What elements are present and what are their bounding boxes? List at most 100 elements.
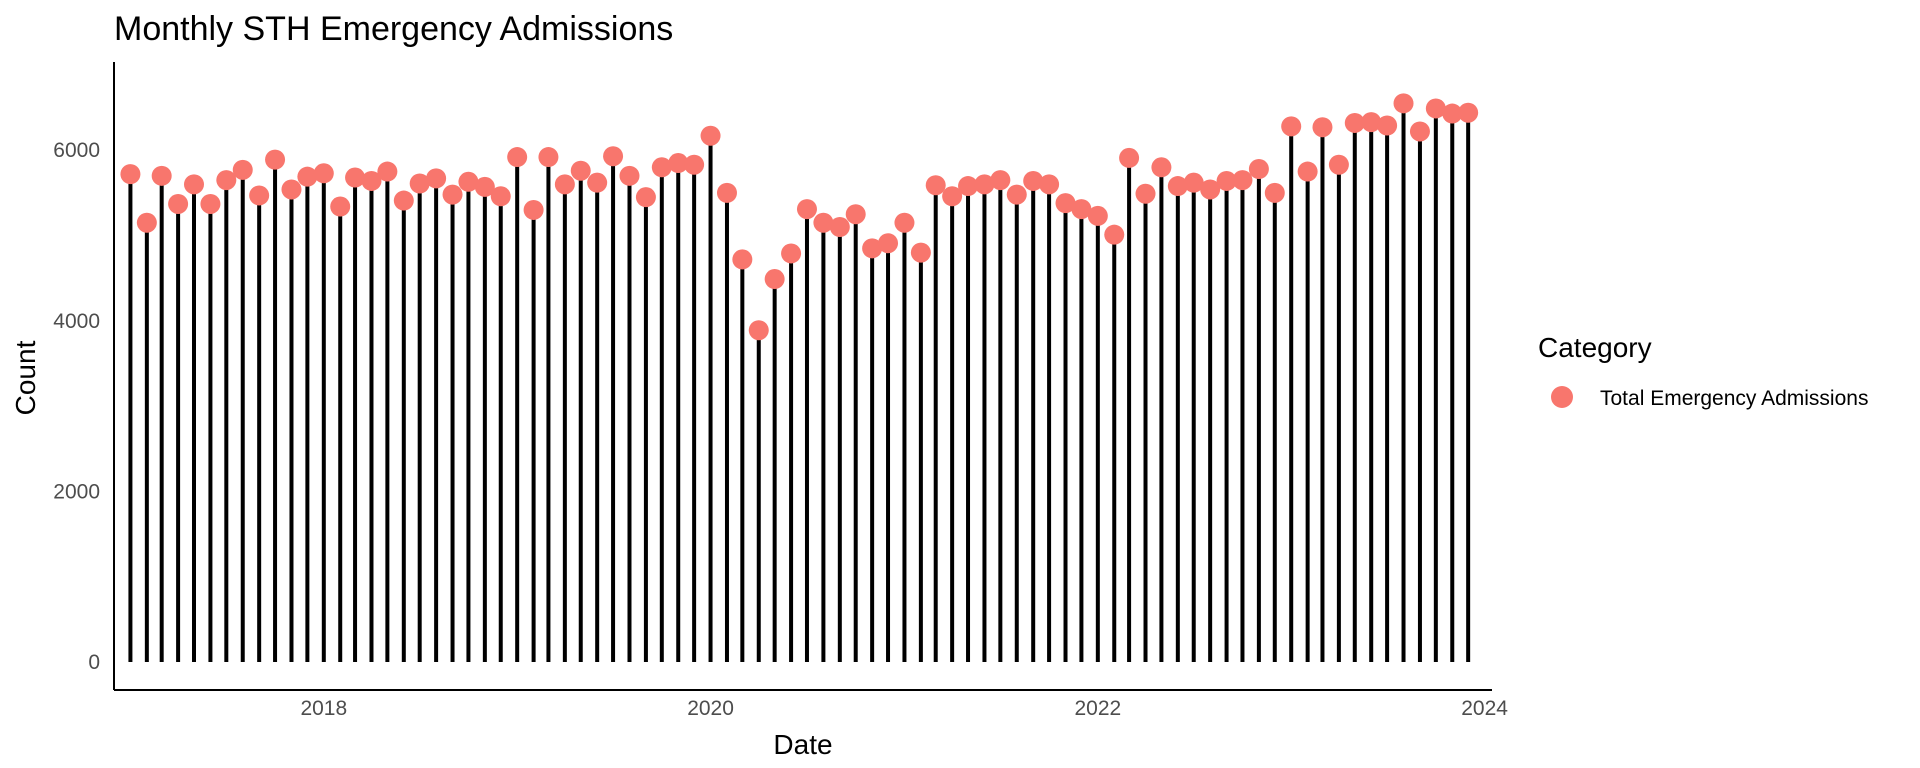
data-point: [684, 154, 705, 175]
x-axis-title: Date: [773, 729, 832, 760]
data-point: [265, 149, 286, 170]
data-point: [716, 182, 737, 203]
data-point: [1393, 93, 1414, 114]
chart-title: Monthly STH Emergency Admissions: [114, 10, 673, 48]
data-point: [796, 199, 817, 220]
data-point: [651, 157, 672, 178]
data-point: [1264, 182, 1285, 203]
data-point: [1087, 205, 1108, 226]
x-axis-ticks: 2018 2020 2022 2024: [300, 697, 1508, 720]
data-point: [313, 163, 334, 184]
x-tick-label: 2020: [687, 697, 734, 720]
legend: Category Total Emergency Admissions: [1538, 332, 1868, 410]
data-point: [635, 187, 656, 208]
data-point: [668, 153, 689, 174]
y-tick-label: 0: [88, 651, 100, 674]
data-point: [120, 164, 141, 185]
data-point: [1377, 115, 1398, 136]
data-point: [1071, 199, 1092, 220]
data-point: [942, 186, 963, 207]
y-tick-label: 2000: [53, 480, 100, 503]
data-point: [910, 242, 931, 263]
data-point: [732, 249, 753, 270]
data-point: [409, 173, 430, 194]
data-point: [474, 176, 495, 197]
data-point: [862, 238, 883, 259]
data-point: [249, 185, 270, 206]
data-point: [1216, 170, 1237, 191]
data-point: [361, 170, 382, 191]
data-point: [925, 175, 946, 196]
data-point: [1281, 116, 1302, 137]
y-tick-label: 6000: [53, 139, 100, 162]
y-axis-title: Count: [10, 340, 41, 415]
data-point: [1328, 154, 1349, 175]
data-point: [603, 146, 624, 167]
legend-marker: [1551, 386, 1573, 408]
stems-layer: [128, 103, 1471, 662]
data-point: [1361, 112, 1382, 133]
data-point: [1458, 102, 1479, 123]
x-tick-label: 2024: [1461, 697, 1508, 720]
data-point: [700, 125, 721, 146]
data-point: [183, 174, 204, 195]
data-point: [878, 233, 899, 254]
x-tick-label: 2022: [1074, 697, 1121, 720]
data-point: [974, 174, 995, 195]
data-point: [554, 174, 575, 195]
data-point: [216, 170, 237, 191]
data-point: [1200, 179, 1221, 200]
data-point: [297, 166, 318, 187]
data-point: [442, 184, 463, 205]
data-point: [538, 147, 559, 168]
data-point: [894, 212, 915, 233]
data-point: [748, 320, 769, 341]
data-point: [345, 167, 366, 188]
data-point: [377, 161, 398, 182]
data-point: [458, 171, 479, 192]
data-point: [570, 160, 591, 181]
data-point: [1151, 157, 1172, 178]
data-point: [330, 196, 351, 217]
data-point: [1104, 224, 1125, 245]
data-point: [1055, 193, 1076, 214]
data-point: [1344, 112, 1365, 133]
data-point: [845, 204, 866, 225]
data-point: [1248, 159, 1269, 179]
data-point: [958, 176, 979, 197]
data-point: [232, 159, 253, 180]
data-point: [1006, 184, 1027, 205]
data-point: [281, 179, 302, 200]
data-point: [764, 269, 785, 290]
data-point: [781, 243, 802, 264]
points-layer: [120, 93, 1479, 341]
data-point: [151, 165, 172, 186]
data-point: [200, 193, 221, 214]
data-point: [1119, 147, 1140, 168]
data-point: [490, 186, 511, 207]
legend-title: Category: [1538, 332, 1652, 363]
y-axis-ticks: 0 2000 4000 6000: [53, 139, 100, 674]
data-point: [1167, 176, 1188, 197]
data-point: [1442, 103, 1463, 124]
data-point: [393, 190, 414, 211]
data-point: [829, 217, 850, 237]
data-point: [507, 147, 528, 168]
y-tick-label: 4000: [53, 310, 100, 333]
data-point: [1425, 98, 1446, 119]
data-point: [136, 212, 157, 233]
data-point: [1023, 170, 1044, 191]
data-point: [1232, 170, 1253, 191]
data-point: [619, 165, 640, 186]
data-point: [813, 212, 834, 233]
data-point: [1039, 174, 1060, 195]
x-tick-label: 2018: [300, 697, 347, 720]
data-point: [523, 199, 544, 220]
data-point: [168, 193, 189, 214]
data-point: [587, 172, 608, 193]
data-point: [1297, 161, 1318, 182]
data-point: [1409, 121, 1430, 142]
data-point: [426, 168, 447, 189]
data-point: [1135, 183, 1156, 204]
